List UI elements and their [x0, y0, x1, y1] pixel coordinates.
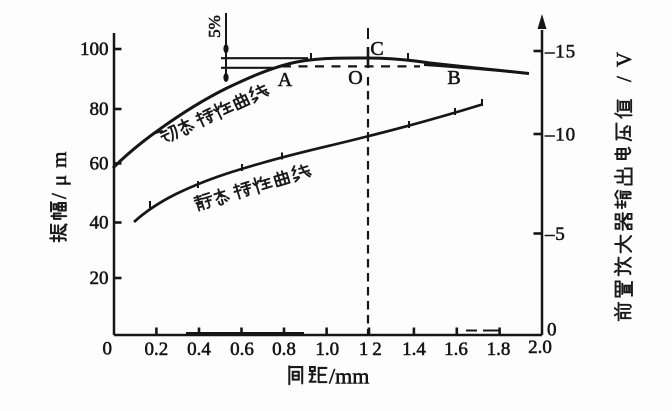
svg-text:/mm: /mm — [329, 364, 369, 389]
svg-text:C: C — [370, 38, 383, 60]
svg-text:/μm: /μm — [47, 145, 71, 199]
svg-text:60: 60 — [90, 154, 109, 175]
svg-text:5%: 5% — [205, 15, 224, 38]
svg-text:0: 0 — [547, 320, 557, 341]
svg-text:80: 80 — [90, 99, 109, 120]
svg-text:–15: –15 — [544, 42, 576, 63]
svg-text:1.4: 1.4 — [402, 339, 426, 360]
svg-text:0.8: 0.8 — [272, 339, 296, 360]
svg-text:–5: –5 — [544, 224, 566, 245]
svg-text:1.6: 1.6 — [444, 339, 468, 360]
svg-text:A: A — [278, 69, 293, 91]
svg-text:/V: /V — [612, 43, 636, 82]
svg-text:0.6: 0.6 — [230, 339, 254, 360]
svg-text:–10: –10 — [544, 125, 576, 146]
svg-text:100: 100 — [80, 39, 109, 60]
svg-text:O: O — [348, 67, 362, 89]
svg-text:0.4: 0.4 — [187, 339, 211, 360]
svg-text:0: 0 — [103, 339, 113, 360]
svg-text:0.2: 0.2 — [145, 339, 169, 360]
svg-text:20: 20 — [90, 268, 109, 289]
svg-text:2.0: 2.0 — [528, 337, 552, 358]
svg-text:40: 40 — [90, 213, 109, 234]
svg-text:1 2: 1 2 — [359, 339, 382, 360]
svg-text:B: B — [447, 67, 460, 89]
svg-text:1.0: 1.0 — [315, 339, 339, 360]
svg-text:1.8: 1.8 — [487, 339, 511, 360]
